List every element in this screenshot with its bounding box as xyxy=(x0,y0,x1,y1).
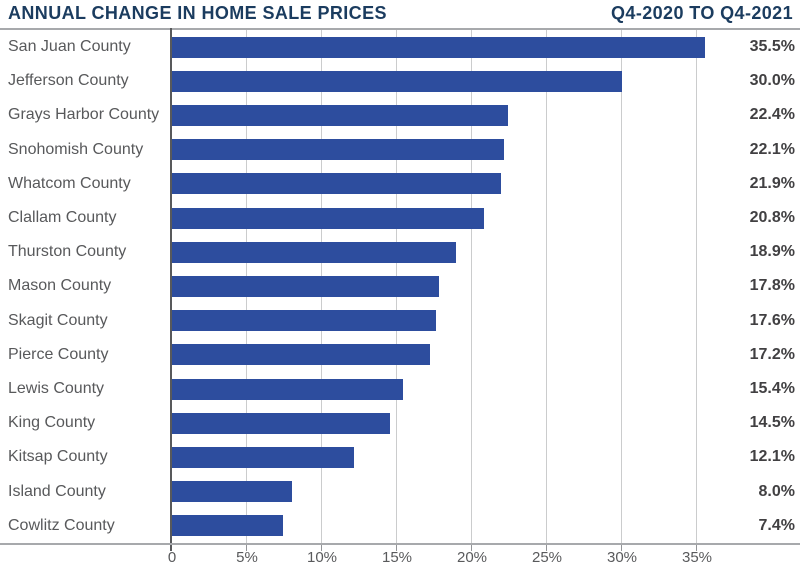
chart-row: Island County 8.0% xyxy=(0,475,800,509)
chart-row: Mason County 17.8% xyxy=(0,269,800,303)
bar xyxy=(172,275,439,297)
category-label: Kitsap County xyxy=(8,448,108,466)
gridline xyxy=(621,30,622,543)
chart-row: Clallam County 20.8% xyxy=(0,201,800,235)
bar xyxy=(172,481,292,503)
value-label: 12.1% xyxy=(749,448,795,466)
category-label: Clallam County xyxy=(8,209,117,227)
value-label: 22.1% xyxy=(749,140,795,158)
axis-tick xyxy=(621,545,622,551)
x-axis-line xyxy=(0,543,800,545)
x-axis-tick-label: 25% xyxy=(531,549,563,566)
gridline xyxy=(546,30,547,543)
chart-title: ANNUAL CHANGE IN HOME SALE PRICES xyxy=(8,2,387,23)
chart-row: Grays Harbor County 22.4% xyxy=(0,98,800,132)
category-label: Mason County xyxy=(8,277,112,295)
x-axis-tick-label: 35% xyxy=(681,549,713,566)
category-label: Pierce County xyxy=(8,345,109,363)
value-label: 21.9% xyxy=(749,174,795,192)
chart-row: Jefferson County 30.0% xyxy=(0,64,800,98)
value-label: 17.2% xyxy=(749,345,795,363)
value-label: 18.9% xyxy=(749,243,795,261)
bar xyxy=(172,412,390,434)
category-label: Island County xyxy=(8,482,106,500)
bar xyxy=(172,207,484,229)
axis-tick xyxy=(696,545,697,551)
chart-row: Thurston County 18.9% xyxy=(0,235,800,269)
x-axis-tick-label: 15% xyxy=(381,549,413,566)
category-label: Jefferson County xyxy=(8,72,129,90)
bar xyxy=(172,36,705,58)
bar xyxy=(172,104,508,126)
chart-row: Snohomish County 22.1% xyxy=(0,133,800,167)
gridline xyxy=(471,30,472,543)
chart-subtitle: Q4-2020 TO Q4-2021 xyxy=(611,2,793,23)
value-label: 15.4% xyxy=(749,380,795,398)
category-label: Grays Harbor County xyxy=(8,106,160,124)
x-axis-tick-label: 30% xyxy=(606,549,638,566)
value-label: 30.0% xyxy=(749,72,795,90)
category-label: King County xyxy=(8,414,96,432)
chart-header: ANNUAL CHANGE IN HOME SALE PRICES Q4-202… xyxy=(0,0,800,28)
axis-tick xyxy=(471,545,472,551)
chart-row: Kitsap County 12.1% xyxy=(0,440,800,474)
category-label: Skagit County xyxy=(8,311,108,329)
y-axis-line xyxy=(170,28,172,551)
value-label: 14.5% xyxy=(749,414,795,432)
value-label: 22.4% xyxy=(749,106,795,124)
category-label: Snohomish County xyxy=(8,140,144,158)
bar xyxy=(172,241,456,263)
x-axis-tick-label: 10% xyxy=(306,549,338,566)
top-rule xyxy=(0,28,800,30)
bar xyxy=(172,70,622,92)
gridline xyxy=(696,30,697,543)
bar xyxy=(172,378,403,400)
axis-tick xyxy=(546,545,547,551)
chart-row: Skagit County 17.6% xyxy=(0,304,800,338)
chart-row: Whatcom County 21.9% xyxy=(0,167,800,201)
bar xyxy=(172,310,436,332)
category-label: Thurston County xyxy=(8,243,127,261)
chart-row: Lewis County 15.4% xyxy=(0,372,800,406)
axis-tick xyxy=(246,545,247,551)
value-label: 35.5% xyxy=(749,38,795,56)
value-label: 17.8% xyxy=(749,277,795,295)
x-axis-tick-label: 20% xyxy=(456,549,488,566)
chart-row: Pierce County 17.2% xyxy=(0,338,800,372)
value-label: 7.4% xyxy=(758,516,795,534)
chart-row: Cowlitz County 7.4% xyxy=(0,509,800,543)
bar xyxy=(172,344,430,366)
value-label: 17.6% xyxy=(749,311,795,329)
x-axis-tick-label: 5% xyxy=(236,549,258,566)
category-label: Cowlitz County xyxy=(8,516,115,534)
chart-row: San Juan County 35.5% xyxy=(0,30,800,64)
bar xyxy=(172,515,283,537)
axis-tick xyxy=(321,545,322,551)
value-label: 8.0% xyxy=(758,482,795,500)
bar xyxy=(172,139,504,161)
axis-tick xyxy=(396,545,397,551)
bar xyxy=(172,446,354,468)
category-label: Whatcom County xyxy=(8,174,131,192)
category-label: Lewis County xyxy=(8,380,105,398)
category-label: San Juan County xyxy=(8,38,131,56)
value-label: 20.8% xyxy=(749,209,795,227)
chart-row: King County 14.5% xyxy=(0,406,800,440)
x-axis-tick-label: 0 xyxy=(167,549,177,566)
bar xyxy=(172,173,501,195)
